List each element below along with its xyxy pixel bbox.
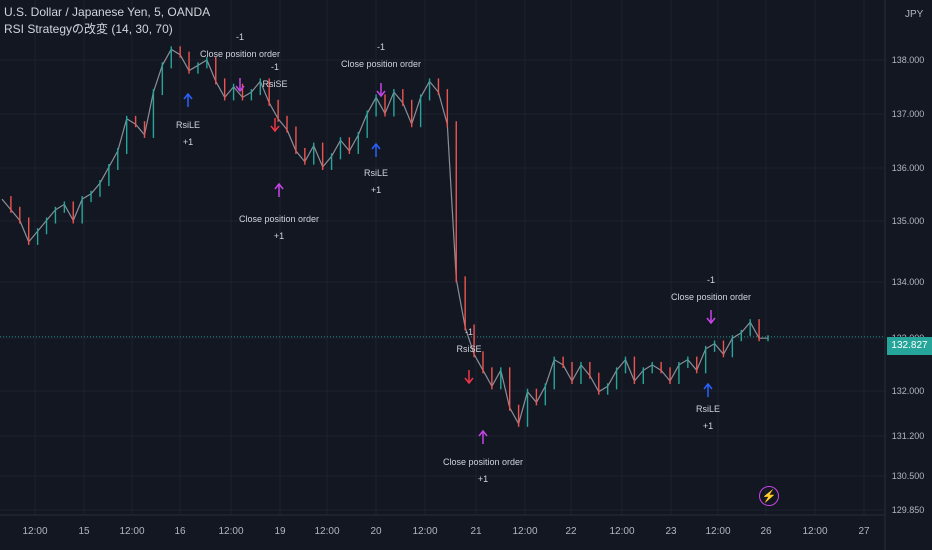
signal-label: Close position order — [671, 292, 751, 302]
signal-arrow-head — [706, 317, 716, 325]
signal-label: Close position order — [200, 49, 280, 59]
x-tick-label: 12:00 — [412, 526, 437, 537]
signal-arrow-head — [703, 382, 713, 390]
symbol-label[interactable]: U.S. Dollar / Japanese Yen, 5, OANDA — [4, 5, 211, 19]
y-tick-label: 134.000 — [892, 277, 925, 287]
x-tick-label: 12:00 — [22, 526, 47, 537]
y-tick-label: 132.000 — [892, 386, 925, 396]
signal-label: RsiLE — [364, 168, 388, 178]
signal-label: Close position order — [239, 214, 319, 224]
x-tick-label: 12:00 — [314, 526, 339, 537]
x-tick-label: 12:00 — [802, 526, 827, 537]
y-tick-label: 136.000 — [892, 163, 925, 173]
signal-size: +1 — [478, 474, 488, 484]
y-tick-label: 135.000 — [892, 216, 925, 226]
y-tick-label: 130.500 — [892, 471, 925, 481]
x-tick-label: 12:00 — [609, 526, 634, 537]
currency-unit: JPY — [905, 9, 924, 20]
signal-label: Close position order — [443, 457, 523, 467]
x-tick-label: 12:00 — [705, 526, 730, 537]
x-tick-label: 12:00 — [512, 526, 537, 537]
signal-arrow-head — [274, 182, 284, 190]
signal-arrow-head — [270, 125, 280, 133]
signal-label: RsiLE — [176, 120, 200, 130]
y-tick-label: 138.000 — [892, 55, 925, 65]
signal-arrow-head — [183, 92, 193, 100]
y-tick-label: 129.850 — [892, 505, 925, 515]
signal-size: -1 — [465, 327, 473, 337]
signal-size: +1 — [371, 185, 381, 195]
signal-label: RsiSE — [262, 79, 287, 89]
lightning-icon[interactable]: ⚡ — [759, 486, 779, 506]
signal-arrow-head — [371, 142, 381, 150]
x-tick-label: 26 — [760, 526, 772, 537]
signal-arrow-head — [464, 377, 474, 385]
signal-arrow-head — [478, 429, 488, 437]
signal-size: +1 — [183, 137, 193, 147]
signal-size: +1 — [274, 231, 284, 241]
x-tick-label: 16 — [174, 526, 186, 537]
current-price-tag: 132.827 — [887, 337, 932, 355]
x-tick-label: 21 — [470, 526, 482, 537]
signal-size: -1 — [707, 275, 715, 285]
signal-label: RsiLE — [696, 404, 720, 414]
x-tick-label: 27 — [858, 526, 870, 537]
signal-size: -1 — [271, 62, 279, 72]
signal-size: -1 — [236, 32, 244, 42]
signal-size: +1 — [703, 421, 713, 431]
signal-size: -1 — [377, 42, 385, 52]
strategy-label[interactable]: RSI Strategyの改変 (14, 30, 70) — [4, 22, 173, 36]
chart-legend: U.S. Dollar / Japanese Yen, 5, OANDA RSI… — [4, 4, 210, 38]
x-tick-label: 22 — [565, 526, 577, 537]
signal-label: Close position order — [341, 59, 421, 69]
x-tick-label: 19 — [274, 526, 286, 537]
signal-arrow-head — [235, 85, 245, 93]
x-tick-label: 23 — [665, 526, 677, 537]
signal-arrow-head — [376, 90, 386, 98]
y-tick-label: 137.000 — [892, 109, 925, 119]
x-tick-label: 12:00 — [218, 526, 243, 537]
x-tick-label: 15 — [78, 526, 90, 537]
signal-label: RsiSE — [456, 344, 481, 354]
x-tick-label: 12:00 — [119, 526, 144, 537]
x-tick-label: 20 — [370, 526, 382, 537]
y-tick-label: 131.200 — [892, 431, 925, 441]
